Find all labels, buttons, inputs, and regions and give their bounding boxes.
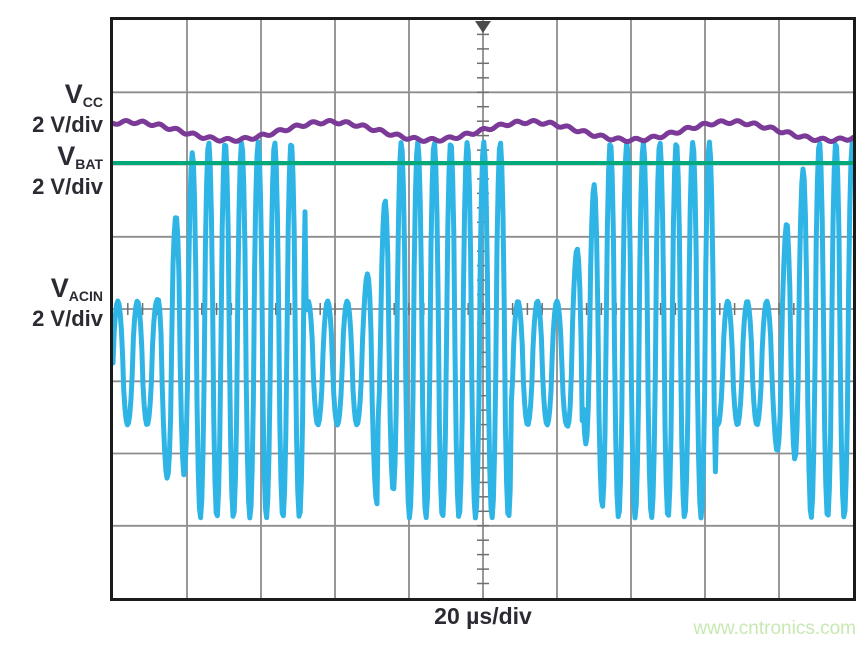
- vcc-trace: [113, 118, 853, 145]
- waveform-plot: [113, 20, 853, 598]
- vacin-name: VACIN: [50, 273, 103, 304]
- vbat-scale: 2 V/div: [32, 174, 103, 199]
- vacin-scale: 2 V/div: [32, 306, 103, 331]
- trigger-marker-icon: [475, 21, 491, 33]
- vcc-name: VCC: [64, 79, 103, 110]
- vbat-name: VBAT: [57, 141, 103, 172]
- vcc-scale: 2 V/div: [32, 112, 103, 137]
- watermark-text: www.cntronics.com: [693, 618, 856, 639]
- timebase-label: 20 µs/div: [434, 603, 532, 629]
- scope-graticule: [110, 17, 856, 601]
- vbat-label: VBAT 2 V/div: [32, 142, 103, 200]
- vacin-label: VACIN 2 V/div: [32, 274, 103, 332]
- vacin-trace: [113, 139, 853, 521]
- vcc-label: VCC 2 V/div: [32, 80, 103, 138]
